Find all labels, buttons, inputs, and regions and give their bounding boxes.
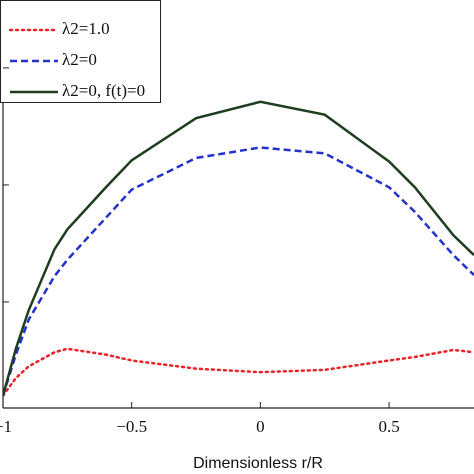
x-tick-label: 0.5 <box>378 417 399 436</box>
x-axis-label: Dimensionless r/R <box>193 455 323 472</box>
legend: λ2=1.0 λ2=0 λ2=0, f(t)=0 <box>0 0 161 103</box>
legend-label: λ2=0 <box>62 50 97 69</box>
x-tick-label: −0.5 <box>116 417 147 436</box>
series-line <box>3 146 474 396</box>
x-tick-label: 0 <box>256 417 265 436</box>
legend-label: λ2=0, f(t)=0 <box>62 81 145 100</box>
series-line <box>3 347 474 397</box>
series-line <box>3 100 474 396</box>
legend-label: λ2=1.0 <box>62 19 110 38</box>
plot-area <box>3 100 474 397</box>
legend-box <box>0 0 161 103</box>
x-tick-label: −1 <box>0 417 12 436</box>
